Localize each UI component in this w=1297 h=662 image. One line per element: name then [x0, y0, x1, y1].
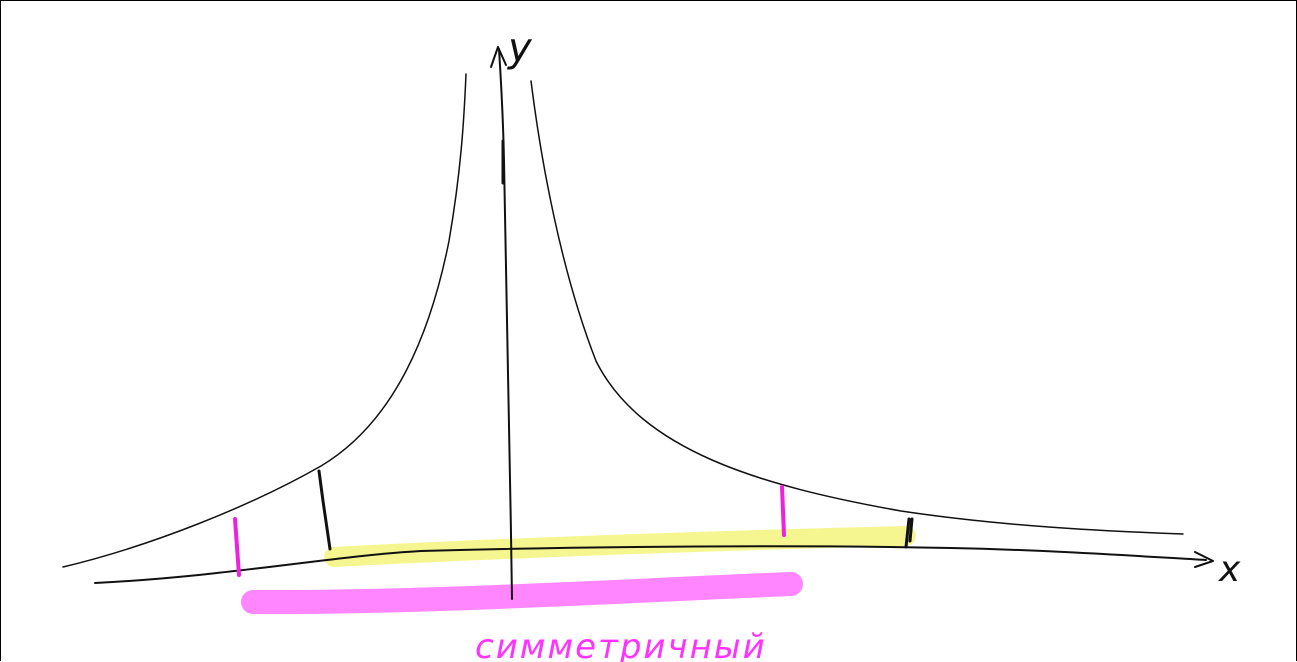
black-tick-right: [904, 517, 914, 549]
symmetric-caption: симметричный: [475, 627, 767, 662]
y-axis-arrowhead: [490, 46, 507, 68]
magenta-tick-left: [233, 517, 241, 577]
y-axis-label: y: [507, 25, 533, 71]
x-axis-line: [94, 545, 1207, 584]
curve-left-branch: [62, 73, 467, 568]
x-axis-label: x: [1218, 549, 1241, 590]
x-axis-arrowhead: [1194, 551, 1214, 568]
y-axis-line: [498, 48, 513, 600]
curve-right-branch: [530, 80, 1184, 535]
magenta-tick-right: [780, 485, 786, 537]
yellow-highlight-band: [324, 526, 916, 567]
magenta-highlight-band: [241, 572, 803, 615]
black-tick-left: [317, 469, 332, 551]
